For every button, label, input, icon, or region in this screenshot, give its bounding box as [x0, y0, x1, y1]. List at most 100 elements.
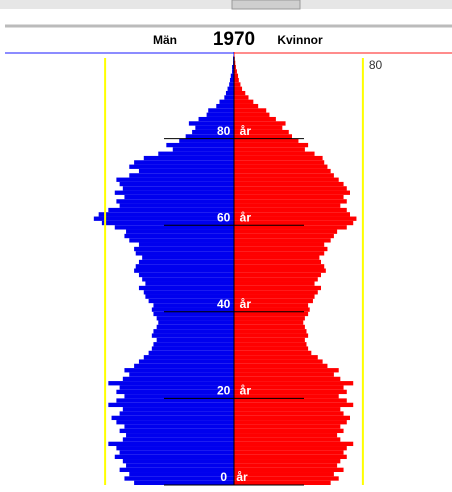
bar	[234, 233, 334, 239]
bar	[135, 251, 234, 256]
bar	[234, 125, 283, 130]
right-label: Kvinnor	[277, 33, 323, 47]
bar	[122, 376, 234, 382]
bar	[98, 212, 235, 217]
bar	[230, 73, 234, 78]
bar	[108, 381, 234, 386]
bar	[138, 242, 234, 247]
bar	[229, 82, 234, 87]
bar	[234, 155, 323, 161]
bar	[234, 311, 309, 317]
bar	[234, 69, 237, 74]
x-tick-label: 80	[369, 58, 383, 72]
bar	[234, 77, 239, 83]
bar	[234, 138, 299, 143]
y-tick-label: 20 år	[217, 384, 251, 398]
bar	[234, 129, 289, 135]
bar	[156, 316, 234, 321]
bar	[142, 277, 234, 282]
bar	[108, 207, 234, 213]
bar	[124, 394, 234, 399]
bar	[234, 316, 305, 321]
bar	[124, 476, 234, 481]
bar	[143, 355, 234, 360]
bar	[225, 90, 234, 96]
bar	[234, 246, 328, 252]
bar	[114, 190, 234, 195]
bar	[138, 272, 234, 278]
bar	[145, 294, 234, 299]
bar	[234, 385, 344, 390]
bar	[234, 199, 347, 204]
bar	[192, 129, 234, 135]
bar	[145, 281, 234, 286]
bar	[124, 368, 234, 373]
bar	[234, 168, 331, 174]
bar	[234, 242, 325, 247]
bar	[93, 216, 234, 221]
bar	[234, 290, 318, 295]
bar	[234, 320, 304, 325]
left-label: Män	[153, 33, 177, 47]
bar	[234, 411, 344, 416]
bar	[143, 155, 234, 161]
bar	[234, 437, 341, 442]
bar	[234, 121, 286, 126]
bar	[234, 428, 344, 434]
bar	[234, 303, 309, 308]
bar	[234, 355, 318, 360]
bar	[108, 402, 234, 408]
bar	[134, 363, 234, 369]
bar	[234, 381, 354, 386]
bar	[234, 95, 249, 100]
bar	[234, 86, 243, 91]
bar	[126, 463, 234, 468]
bar	[219, 99, 234, 104]
bar	[234, 99, 254, 104]
bar	[134, 480, 234, 485]
bar	[122, 459, 234, 464]
bar	[234, 402, 354, 408]
bar	[122, 186, 234, 191]
bar	[124, 194, 234, 200]
bar	[234, 407, 341, 412]
bar	[234, 173, 334, 178]
bar	[234, 389, 347, 395]
bar	[234, 272, 321, 278]
bar	[122, 407, 234, 412]
bar	[234, 454, 347, 460]
bar	[234, 281, 315, 286]
bar	[195, 125, 234, 130]
y-tick-label: 80 år	[217, 124, 251, 138]
bar	[122, 437, 234, 442]
bar	[153, 311, 234, 317]
y-tick-label: 0 år	[220, 470, 248, 484]
bar	[179, 138, 234, 143]
bar	[138, 259, 234, 265]
bar	[119, 385, 234, 390]
chart-title: 1970	[213, 29, 255, 50]
bar	[156, 324, 234, 330]
bar	[234, 268, 326, 273]
bar	[234, 134, 292, 139]
bar	[148, 298, 234, 304]
bar	[234, 450, 344, 455]
bar	[234, 285, 321, 291]
bar	[234, 472, 334, 477]
bar	[216, 103, 234, 109]
bar	[119, 181, 234, 187]
bar	[126, 433, 234, 438]
tab[interactable]	[231, 0, 301, 10]
y-tick-label: 40 år	[217, 297, 251, 311]
bar	[116, 177, 234, 182]
bar	[234, 398, 347, 403]
bar	[101, 220, 234, 226]
bar	[156, 337, 234, 343]
bar	[129, 164, 234, 169]
bar	[234, 116, 276, 122]
bar	[134, 268, 234, 273]
bar	[234, 90, 246, 96]
bar	[114, 454, 234, 460]
bar	[234, 264, 325, 269]
bar	[208, 108, 234, 113]
